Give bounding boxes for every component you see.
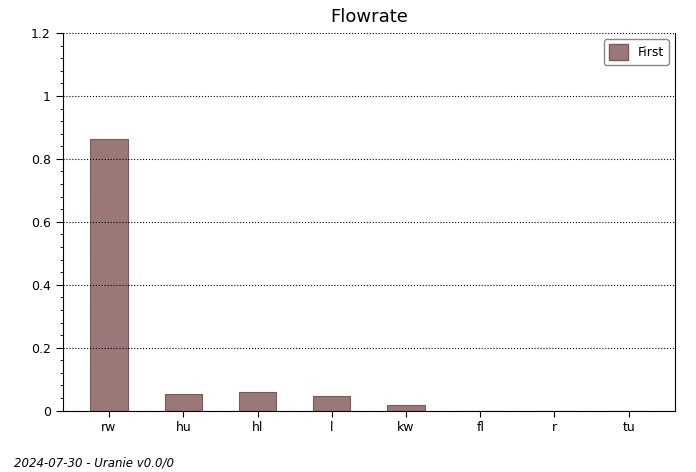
Bar: [313, 396, 350, 411]
Bar: [239, 392, 276, 411]
Bar: [165, 394, 202, 411]
Text: 2024-07-30 - Uranie v0.0/0: 2024-07-30 - Uranie v0.0/0: [14, 456, 174, 470]
Bar: [90, 139, 127, 411]
Bar: [388, 405, 425, 411]
Legend: First: First: [604, 39, 669, 65]
Title: Flowrate: Flowrate: [330, 8, 408, 26]
